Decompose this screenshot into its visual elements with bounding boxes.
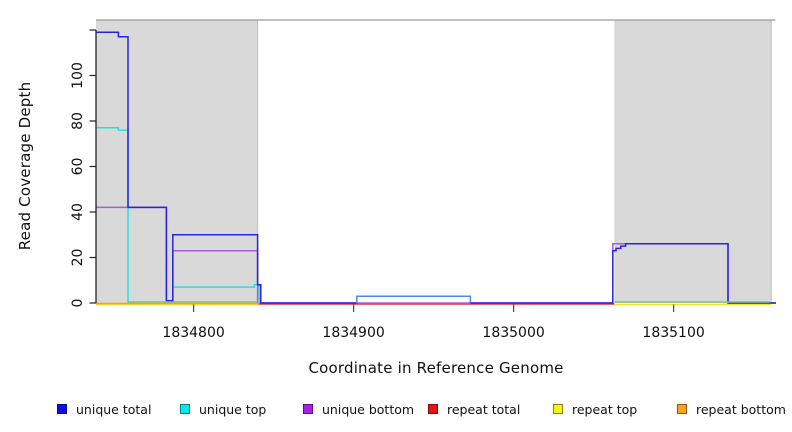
y-tick-label: 60 bbox=[70, 158, 86, 176]
legend-item-repeat-total: repeat total bbox=[428, 398, 520, 420]
legend-swatch-icon bbox=[57, 404, 67, 414]
legend-item-repeat-top: repeat top bbox=[553, 398, 637, 420]
legend-swatch-icon bbox=[303, 404, 313, 414]
y-tick-label: 0 bbox=[70, 299, 86, 308]
legend-label: unique total bbox=[76, 401, 152, 417]
y-tick-label: 20 bbox=[70, 249, 86, 267]
legend-item-unique-total: unique total bbox=[57, 398, 151, 420]
x-tick-label: 1835100 bbox=[642, 325, 704, 341]
y-tick-label: 40 bbox=[70, 203, 86, 221]
x-axis-title: Coordinate in Reference Genome bbox=[308, 359, 564, 377]
series-unique-total-path bbox=[356, 295, 472, 303]
legend-label: unique bottom bbox=[322, 401, 415, 417]
legend-swatch-icon bbox=[180, 404, 190, 414]
y-axis-title: Read Coverage Depth bbox=[16, 81, 34, 251]
legend-item-repeat-bottom: repeat bottom bbox=[677, 398, 786, 420]
y-tick-label: 100 bbox=[70, 62, 86, 89]
shaded-region-left bbox=[96, 20, 258, 303]
legend-item-unique-top: unique top bbox=[180, 398, 266, 420]
legend-swatch-icon bbox=[428, 404, 438, 414]
shaded-region-right bbox=[614, 20, 772, 303]
series-unique-total-path bbox=[470, 243, 776, 304]
legend-swatch-icon bbox=[677, 404, 687, 414]
legend: unique total unique top unique bottom repea… bbox=[0, 398, 792, 424]
legend-label: repeat top bbox=[572, 401, 638, 417]
series-unique-total-path bbox=[96, 31, 357, 304]
legend-label: unique top bbox=[199, 401, 267, 417]
y-tick-label: 80 bbox=[70, 112, 86, 130]
legend-label: repeat bottom bbox=[696, 401, 786, 417]
legend-item-unique-bottom: unique bottom bbox=[303, 398, 414, 420]
legend-swatch-icon bbox=[553, 404, 563, 414]
legend-label: repeat total bbox=[447, 401, 521, 417]
x-tick-label: 1835000 bbox=[482, 325, 544, 341]
x-tick-label: 1834800 bbox=[162, 325, 224, 341]
x-tick-label: 1834900 bbox=[322, 325, 384, 341]
